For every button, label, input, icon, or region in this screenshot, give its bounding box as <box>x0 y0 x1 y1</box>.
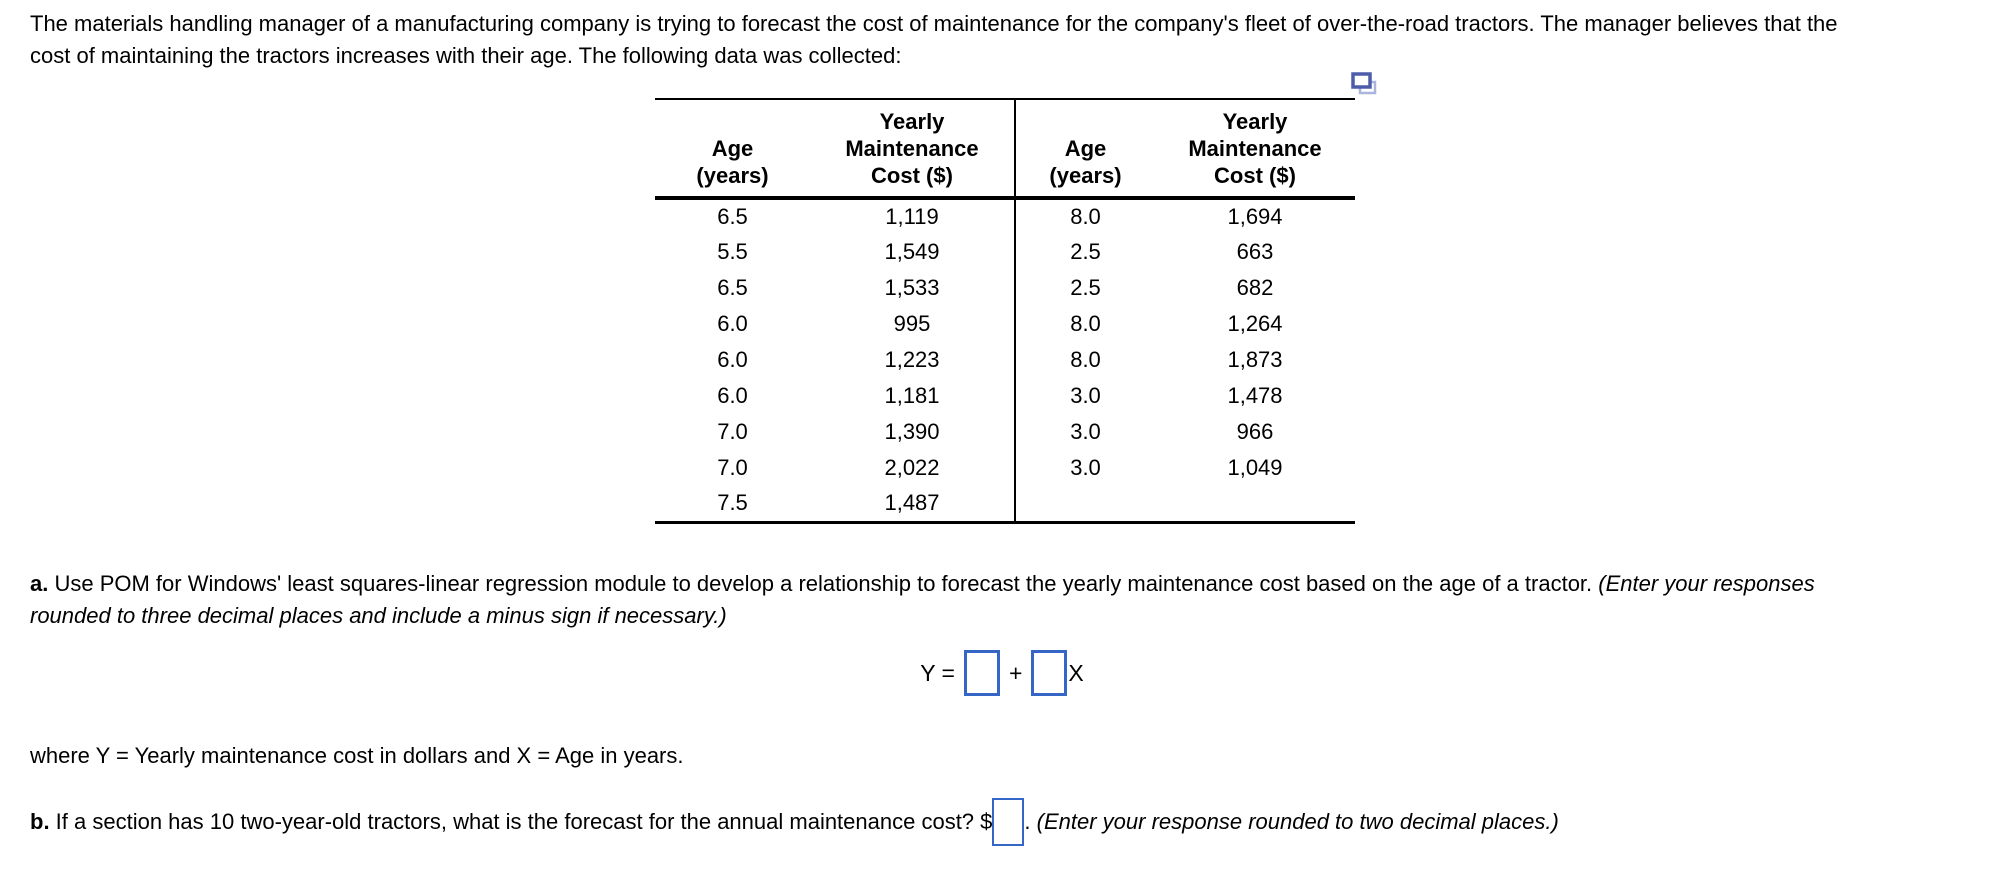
table-cell: 3.0 <box>1070 383 1101 408</box>
table-row: 6.5 1,533 2.5 682 <box>655 270 1355 306</box>
table-cell: 1,049 <box>1227 455 1283 480</box>
part-a-note: (Enter your responses rounded to three d… <box>30 571 1815 628</box>
table-cell: 3.0 <box>1070 419 1101 444</box>
table-cell: 663 <box>1236 239 1274 264</box>
table-body: 6.5 1,119 8.0 1,694 5.5 1,549 2.5 663 6.5 1,533 2.… <box>655 198 1355 522</box>
part-b-note: (Enter your response rounded to two deci… <box>1036 809 1559 834</box>
variable-definition-line: where Y = Yearly maintenance cost in dol… <box>30 743 684 768</box>
table-cell: 6.0 <box>717 311 748 336</box>
forecast-cost-input[interactable] <box>992 798 1025 846</box>
table-cell: 966 <box>1236 419 1274 444</box>
table-cell: 6.5 <box>717 275 748 300</box>
table-cell: 6.0 <box>717 347 748 372</box>
table-cell: 7.0 <box>717 419 748 444</box>
table-cell: 5.5 <box>717 239 748 264</box>
table-cell: 1,487 <box>810 486 1016 522</box>
part-b-period: . <box>1024 809 1037 834</box>
table-cell: 8.0 <box>1070 347 1101 372</box>
table-cell: 1,264 <box>1227 311 1283 336</box>
table-cell: 8.0 <box>1070 204 1101 229</box>
part-a-label: a. <box>30 571 49 596</box>
table-cell: 3.0 <box>1070 455 1101 480</box>
table-cell: 1,181 <box>810 378 1016 414</box>
table-cell: 995 <box>810 306 1016 342</box>
table-cell: 682 <box>1236 275 1274 300</box>
table-cell: 7.0 <box>717 455 748 480</box>
table-row: 6.0 1,181 3.0 1,478 <box>655 378 1355 414</box>
table-row: 6.0 995 8.0 1,264 <box>655 306 1355 342</box>
currency-symbol: $ <box>980 809 993 834</box>
table-row: 7.5 1,487 <box>655 486 1355 522</box>
intro-paragraph: The materials handling manager of a manu… <box>30 11 1838 68</box>
table-cell: 7.5 <box>717 490 748 516</box>
table-cell: 1,478 <box>1227 383 1283 408</box>
table-row: 6.0 1,223 8.0 1,873 <box>655 342 1355 378</box>
header-age-left: Age (years) <box>655 99 810 200</box>
table-row: 6.5 1,119 8.0 1,694 <box>655 198 1355 234</box>
equation-x-variable: X <box>1068 659 1084 686</box>
table-cell <box>1015 486 1155 522</box>
intercept-input[interactable] <box>963 650 1000 696</box>
table-row: 5.5 1,549 2.5 663 <box>655 234 1355 270</box>
header-age-right: Age (years) <box>1015 99 1155 200</box>
table-cell: 2.5 <box>1070 239 1101 264</box>
table-cell: 2,022 <box>810 450 1016 486</box>
header-cost-right: Yearly Maintenance Cost ($) <box>1155 99 1355 200</box>
equation-lhs: Y = <box>920 659 955 686</box>
table-cell: 1,694 <box>1227 204 1283 229</box>
part-a-question: a. Use POM for Windows' least squares-li… <box>30 568 1860 632</box>
equation-plus: + <box>1008 659 1023 686</box>
part-a-text: Use POM for Windows' least squares-linea… <box>48 571 1599 596</box>
copy-icon[interactable] <box>1350 70 1378 98</box>
maintenance-data-table: Age (years) Yearly Maintenance Cost ($) … <box>655 98 1355 524</box>
regression-equation: Y = + X <box>0 650 2004 696</box>
table-row: 7.0 1,390 3.0 966 <box>655 414 1355 450</box>
part-b-label: b. <box>30 809 50 834</box>
part-b-text: If a section has 10 two-year-old tractor… <box>49 809 981 834</box>
table-cell: 1,390 <box>810 414 1016 450</box>
table-cell: 6.5 <box>717 204 748 229</box>
table-cell <box>1155 486 1355 522</box>
copy-icon-svg <box>1351 72 1377 95</box>
header-cost-left: Yearly Maintenance Cost ($) <box>810 99 1016 200</box>
part-b-question: b. If a section has 10 two-year-old trac… <box>30 798 1559 846</box>
table-cell: 1,549 <box>810 234 1016 270</box>
table-cell: 1,223 <box>810 342 1016 378</box>
table-row: 7.0 2,022 3.0 1,049 <box>655 450 1355 486</box>
table-header-row: Age (years) Yearly Maintenance Cost ($) … <box>655 99 1355 200</box>
table-cell: 6.0 <box>717 383 748 408</box>
table-cell: 1,873 <box>1227 347 1283 372</box>
table-cell: 1,119 <box>810 198 1016 234</box>
slope-input[interactable] <box>1031 650 1068 696</box>
table-cell: 2.5 <box>1070 275 1101 300</box>
table-cell: 1,533 <box>810 270 1016 306</box>
table-cell: 8.0 <box>1070 311 1101 336</box>
